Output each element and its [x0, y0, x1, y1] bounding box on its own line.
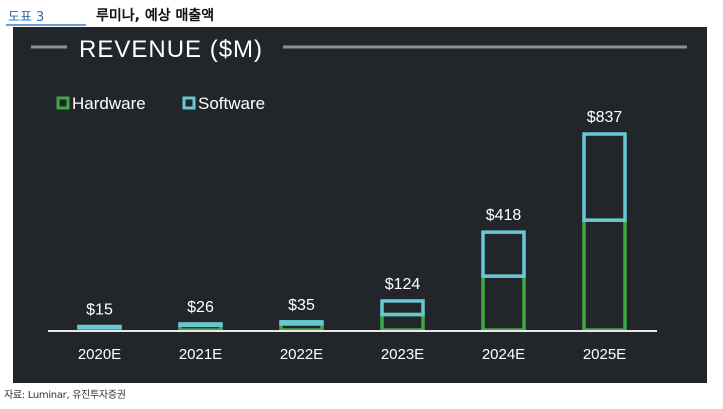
figure-number-underline — [6, 24, 86, 26]
legend-label-hardware: Hardware — [72, 94, 146, 113]
bar-total-label: $837 — [587, 109, 623, 126]
bar-total-label: $15 — [86, 301, 113, 318]
bar-total-label: $26 — [187, 299, 214, 316]
bar-group: $15 $26 $35 $124 $418 $837 — [77, 109, 627, 332]
bar-software — [582, 132, 627, 222]
bar-hardware — [380, 312, 425, 332]
legend: Hardware Software — [56, 94, 265, 113]
x-tick-label: 2024E — [482, 346, 525, 363]
bar-hardware — [481, 274, 526, 332]
source-note: 자료: Luminar, 유진투자증권 — [4, 390, 126, 401]
legend-label-software: Software — [198, 94, 265, 113]
x-tick-label: 2020E — [78, 346, 121, 363]
bar-software — [380, 299, 425, 317]
bar-total-label: $418 — [486, 207, 522, 224]
chart-panel: REVENUE ($M) Hardware Software $15 $26 $35… — [13, 27, 707, 383]
x-tick-label: 2022E — [280, 346, 323, 363]
legend-swatch-hardware — [56, 96, 70, 110]
bar-total-label: $124 — [385, 276, 421, 293]
x-axis-labels: 2020E 2021E 2022E 2023E 2024E 2025E — [78, 346, 626, 363]
x-tick-label: 2025E — [583, 346, 626, 363]
figure-header: 도표 3 루미나, 예상 매출액 — [0, 0, 723, 30]
x-tick-label: 2023E — [381, 346, 424, 363]
bar-software — [77, 324, 122, 330]
bar-total-label: $35 — [288, 297, 315, 314]
bar-hardware — [582, 218, 627, 332]
revenue-chart: REVENUE ($M) Hardware Software $15 $26 $35… — [31, 36, 687, 363]
figure-number: 도표 3 — [8, 10, 45, 25]
bar-software — [178, 322, 223, 328]
figure-title: 루미나, 예상 매출액 — [96, 8, 215, 24]
bar-software — [279, 320, 324, 326]
x-tick-label: 2021E — [179, 346, 222, 363]
legend-swatch-software — [182, 96, 196, 110]
chart-title: REVENUE ($M) — [79, 36, 263, 63]
bar-software — [481, 230, 526, 278]
